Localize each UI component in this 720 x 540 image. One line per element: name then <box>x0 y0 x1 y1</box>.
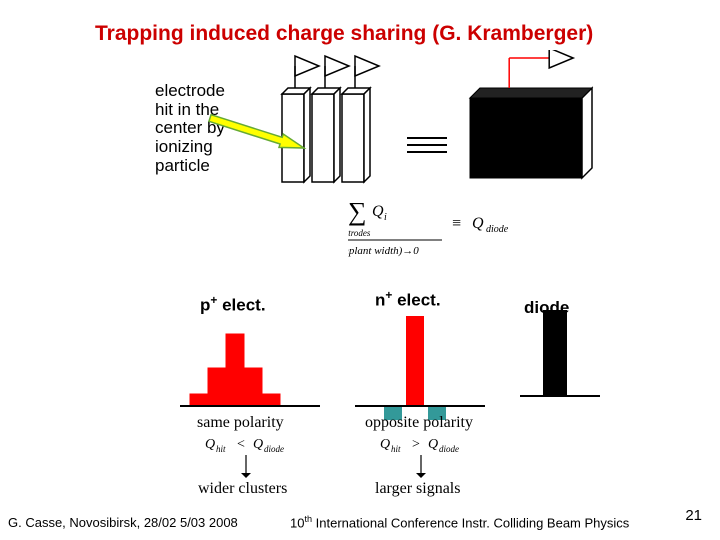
p-equation: Q hit < Q diode <box>205 434 325 456</box>
svg-text:>: > <box>412 437 420 452</box>
sum-formula: ∑ Q i all electrodes ( pitch−implant wid… <box>348 198 608 262</box>
svg-text:i: i <box>384 212 387 223</box>
diode-detector <box>460 50 640 200</box>
svg-text:Q: Q <box>253 437 263 452</box>
svg-text:Q: Q <box>372 203 384 220</box>
svg-text:<: < <box>237 437 245 452</box>
svg-text:diode: diode <box>264 444 284 454</box>
diode-histogram <box>515 300 625 410</box>
svg-text:hit: hit <box>216 444 226 454</box>
larger-signals-text: larger signals <box>375 480 460 498</box>
svg-text:Q: Q <box>472 215 484 232</box>
ionizing-particle-arrow <box>200 108 330 168</box>
svg-text:Q: Q <box>380 437 390 452</box>
page-number: 21 <box>685 507 702 524</box>
svg-text:all electrodes: all electrodes <box>348 228 371 238</box>
footer-author: G. Casse, Novosibirsk, 28/02 5/03 2008 <box>8 515 238 530</box>
wider-clusters-text: wider clusters <box>198 480 287 498</box>
svg-text:Q: Q <box>205 437 215 452</box>
p-histogram <box>175 310 335 420</box>
p-arrow-down <box>240 455 252 479</box>
svg-text:∑: ∑ <box>348 198 367 226</box>
svg-text:hit: hit <box>391 444 401 454</box>
n-histogram <box>350 310 510 420</box>
equivalence-symbol <box>407 136 451 162</box>
footer-conference: 10th International Conference Instr. Col… <box>290 514 629 530</box>
svg-text:( pitch−implant width)→0: ( pitch−implant width)→0 <box>348 245 419 257</box>
svg-text:≡: ≡ <box>452 215 461 232</box>
n-equation: Q hit > Q diode <box>380 434 500 456</box>
svg-text:diode: diode <box>439 444 459 454</box>
same-polarity-text: same polarity <box>197 414 284 432</box>
n-elect-label: n+ elect. <box>375 288 441 311</box>
n-arrow-down <box>415 455 427 479</box>
opposite-polarity-text: opposite polarity <box>365 414 473 432</box>
slide-title: Trapping induced charge sharing (G. Kram… <box>95 22 593 46</box>
svg-text:diode: diode <box>486 224 509 235</box>
svg-text:Q: Q <box>428 437 438 452</box>
